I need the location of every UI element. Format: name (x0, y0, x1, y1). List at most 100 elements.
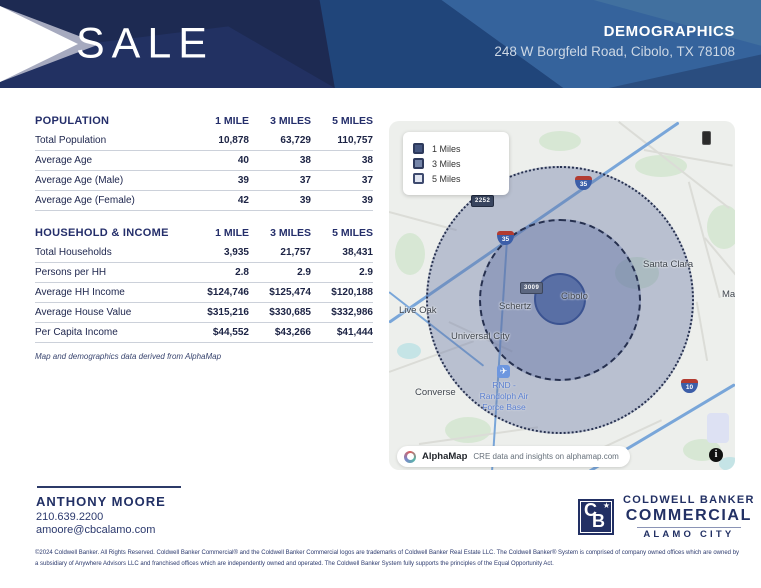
agent-phone: 210.639.2200 (36, 511, 104, 523)
route-3009-badge: 3009 (520, 282, 544, 294)
row-value: $332,986 (311, 302, 373, 323)
legal-disclaimer: ©2024 Coldwell Banker. All Rights Reserv… (35, 550, 740, 568)
cb-monogram-icon: C B ★ (578, 499, 614, 535)
table-title: POPULATION (35, 115, 110, 127)
road (696, 301, 709, 361)
row-value: $124,746 (187, 282, 249, 303)
agent-email-link[interactable]: amoore@cbcalamo.com (36, 524, 156, 536)
row-value: 63,729 (249, 131, 311, 151)
household-income-table: HOUSEHOLD & INCOME 1 MILE 3 MILES 5 MILES To… (35, 224, 373, 343)
row-label: Total Population (35, 131, 187, 151)
row-value: 38 (311, 150, 373, 171)
info-button[interactable]: i (709, 448, 723, 462)
legend-swatch-icon (413, 143, 424, 154)
page-title: DEMOGRAPHICS (603, 23, 735, 40)
row-label: Average House Value (35, 302, 187, 323)
airport-icon: ✈ (497, 365, 510, 378)
water-patch (719, 457, 735, 470)
table-row: Average House Value $315,216 $330,685 $332,… (35, 302, 373, 323)
alphamap-attribution[interactable]: AlphaMap CRE data and insights on alpham… (397, 446, 630, 467)
table-row: Average Age 40 38 38 (35, 150, 373, 171)
row-value: 38,431 (311, 243, 373, 263)
legend-item: 1 Miles (413, 143, 499, 154)
table-row: Average Age (Male) 39 37 37 (35, 170, 373, 191)
header-banner: SALE DEMOGRAPHICS 248 W Borgfeld Road, C… (0, 0, 761, 88)
column-header: 3 MILES (270, 115, 311, 127)
alphamap-logo-icon (404, 450, 416, 463)
row-value: 39 (187, 170, 249, 191)
brand-divider (637, 527, 741, 528)
row-value: $125,474 (249, 282, 311, 303)
table-row: Total Households 3,935 21,757 38,431 (35, 243, 373, 263)
row-value: 42 (187, 190, 249, 211)
interstate-35-shield-icon: 35 (497, 231, 514, 245)
column-header: 1 MILE (215, 227, 249, 239)
legend-swatch-icon (413, 173, 424, 184)
row-value: 40 (187, 150, 249, 171)
row-value: 110,757 (311, 131, 373, 151)
area-patch (707, 413, 729, 443)
agent-name: ANTHONY MOORE (36, 494, 166, 509)
table-row: Average Age (Female) 42 39 39 (35, 190, 373, 211)
table-row: Per Capita Income $44,552 $43,266 $41,444 (35, 322, 373, 343)
interstate-10-shield-icon: 10 (681, 379, 698, 393)
alphamap-tagline: CRE data and insights on alphamap.com (473, 452, 619, 461)
map-label-converse: Converse (415, 387, 456, 398)
row-value: 21,757 (249, 243, 311, 263)
population-table: POPULATION 1 MILE 3 MILES 5 MILES Total Popu… (35, 112, 373, 211)
row-value: $120,188 (311, 282, 373, 303)
row-value: 2.9 (249, 262, 311, 283)
row-label: Average Age (35, 150, 187, 171)
table-row: Average HH Income $124,746 $125,474 $120,18… (35, 282, 373, 303)
legend-item: 5 Miles (413, 173, 499, 184)
row-value: 37 (249, 170, 311, 191)
map-label-schertz: Schertz (499, 301, 532, 312)
park-patch (539, 131, 581, 151)
brand-office-name: ALAMO CITY (643, 529, 735, 540)
column-header: 5 MILES (332, 115, 373, 127)
column-header: 3 MILES (270, 227, 311, 239)
map-label-cibolo: Cibolo (561, 291, 588, 302)
brand-name-line1: COLDWELL BANKER (623, 494, 755, 506)
row-value: $330,685 (249, 302, 311, 323)
map-label-randolph-afb: RND - Randolph Air Force Base (479, 380, 529, 413)
row-value: $44,552 (187, 322, 249, 343)
row-label: Per Capita Income (35, 322, 187, 343)
property-address: 248 W Borgfeld Road, Cibolo, TX 78108 (494, 44, 735, 59)
row-value: 2.9 (311, 262, 373, 283)
monogram-b: B (592, 511, 605, 531)
legend-swatch-icon (413, 158, 424, 169)
row-value: 2.8 (187, 262, 249, 283)
column-header: 1 MILE (215, 115, 249, 127)
park-patch (707, 205, 735, 249)
row-value: $315,216 (187, 302, 249, 323)
row-label: Average HH Income (35, 282, 187, 303)
map-label-marion: Mar (722, 289, 735, 300)
row-value: $41,444 (311, 322, 373, 343)
row-value: 37 (311, 170, 373, 191)
demographics-panel: POPULATION 1 MILE 3 MILES 5 MILES Total Popu… (35, 112, 373, 361)
row-value: 39 (311, 190, 373, 211)
radius-map[interactable]: 35 35 10 2252 3009 Live Oak Universal Ci… (389, 121, 735, 470)
monogram-c: C (584, 500, 597, 520)
water-patch (397, 343, 421, 359)
park-patch (635, 155, 687, 177)
row-value: 38 (249, 150, 311, 171)
park-patch (395, 233, 425, 275)
column-header: 5 MILES (332, 227, 373, 239)
table-row: Persons per HH 2.8 2.9 2.9 (35, 262, 373, 283)
map-control-icon[interactable] (702, 131, 711, 145)
sale-label: SALE (76, 19, 214, 68)
map-label-live-oak: Live Oak (399, 305, 437, 316)
table-row: Total Population 10,878 63,729 110,757 (35, 131, 373, 151)
table-title: HOUSEHOLD & INCOME (35, 227, 169, 239)
alphamap-brand: AlphaMap (422, 451, 468, 462)
legend-label: 3 Miles (432, 158, 461, 169)
route-2252-badge: 2252 (471, 195, 495, 207)
radius-circle-1mi (534, 273, 586, 325)
interstate-35-shield-icon: 35 (575, 176, 592, 190)
radius-legend: 1 Miles 3 Miles 5 Miles (403, 132, 509, 195)
legend-item: 3 Miles (413, 158, 499, 169)
brand-name-line2: COMMERCIAL (625, 507, 752, 524)
row-label: Average Age (Male) (35, 170, 187, 191)
